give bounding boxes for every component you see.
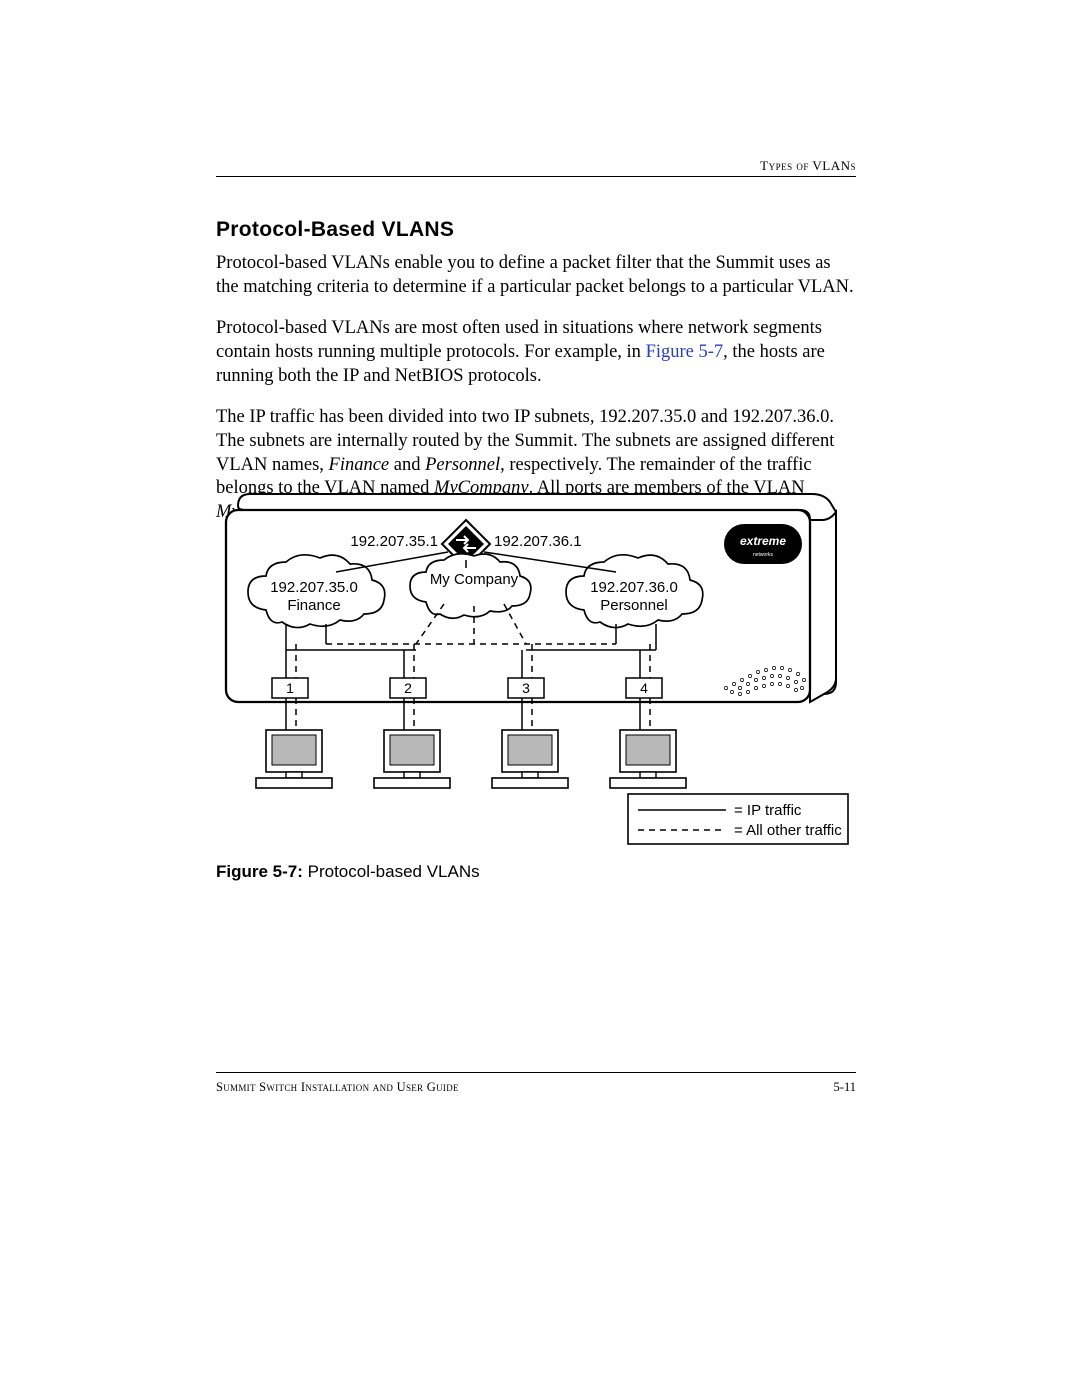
cloud-left-ip: 192.207.35.0	[270, 579, 358, 596]
p3-m: and	[389, 455, 425, 475]
p3-i1: Finance	[329, 455, 390, 475]
router-ip-left: 192.207.35.1	[350, 533, 438, 550]
computer-icon	[492, 730, 568, 788]
legend: = IP traffic = All other traffic	[628, 794, 848, 844]
port-4-label: 4	[640, 680, 648, 696]
computer-icon	[374, 730, 450, 788]
section-heading: Protocol-Based VLANS	[216, 218, 454, 242]
caption-label: Figure 5-7:	[216, 862, 303, 881]
router-ip-right: 192.207.36.1	[494, 533, 582, 550]
svg-text:networks: networks	[753, 552, 774, 558]
page: Types of VLANs Protocol-Based VLANS Prot…	[0, 0, 1080, 1397]
running-header-text: Types of VLANs	[760, 158, 856, 173]
computer-icon	[256, 730, 332, 788]
cloud-right-ip: 192.207.36.0	[588, 480, 676, 484]
caption-text: Protocol-based VLANs	[303, 862, 480, 881]
section-heading-text: Protocol-Based VLANS	[216, 218, 454, 241]
cloud-left-name: Finance	[287, 597, 340, 614]
paragraph-2: Protocol-based VLANs are most often used…	[216, 317, 856, 388]
brand-logo-text: extreme	[740, 534, 786, 548]
port-1-label: 1	[286, 680, 294, 696]
footer-left: Summit Switch Installation and User Guid…	[216, 1080, 459, 1095]
footer-rule	[216, 1072, 856, 1073]
p3-i2: Personnel	[425, 455, 500, 475]
figure-caption: Figure 5-7: Protocol-based VLANs	[216, 862, 480, 882]
footer-page-number: 5-11	[834, 1080, 856, 1095]
svg-text:192.207.36.0: 192.207.36.0	[590, 579, 678, 596]
legend-other: = All other traffic	[734, 822, 842, 839]
header-rule	[216, 176, 856, 177]
computer-icon	[610, 730, 686, 788]
paragraph-1: Protocol-based VLANs enable you to defin…	[216, 252, 856, 299]
p1-text: Protocol-based VLANs enable you to defin…	[216, 253, 854, 297]
figure-5-7: extreme networks 192.	[216, 480, 856, 850]
port-2-label: 2	[404, 680, 412, 696]
cloud-right-name: Personnel	[600, 597, 668, 614]
figure-link[interactable]: Figure 5-7	[646, 342, 724, 362]
running-header: Types of VLANs	[760, 158, 856, 174]
legend-ip: = IP traffic	[734, 802, 802, 819]
computers	[256, 730, 686, 788]
cloud-mid-label: My Company	[430, 571, 519, 588]
port-3-label: 3	[522, 680, 530, 696]
